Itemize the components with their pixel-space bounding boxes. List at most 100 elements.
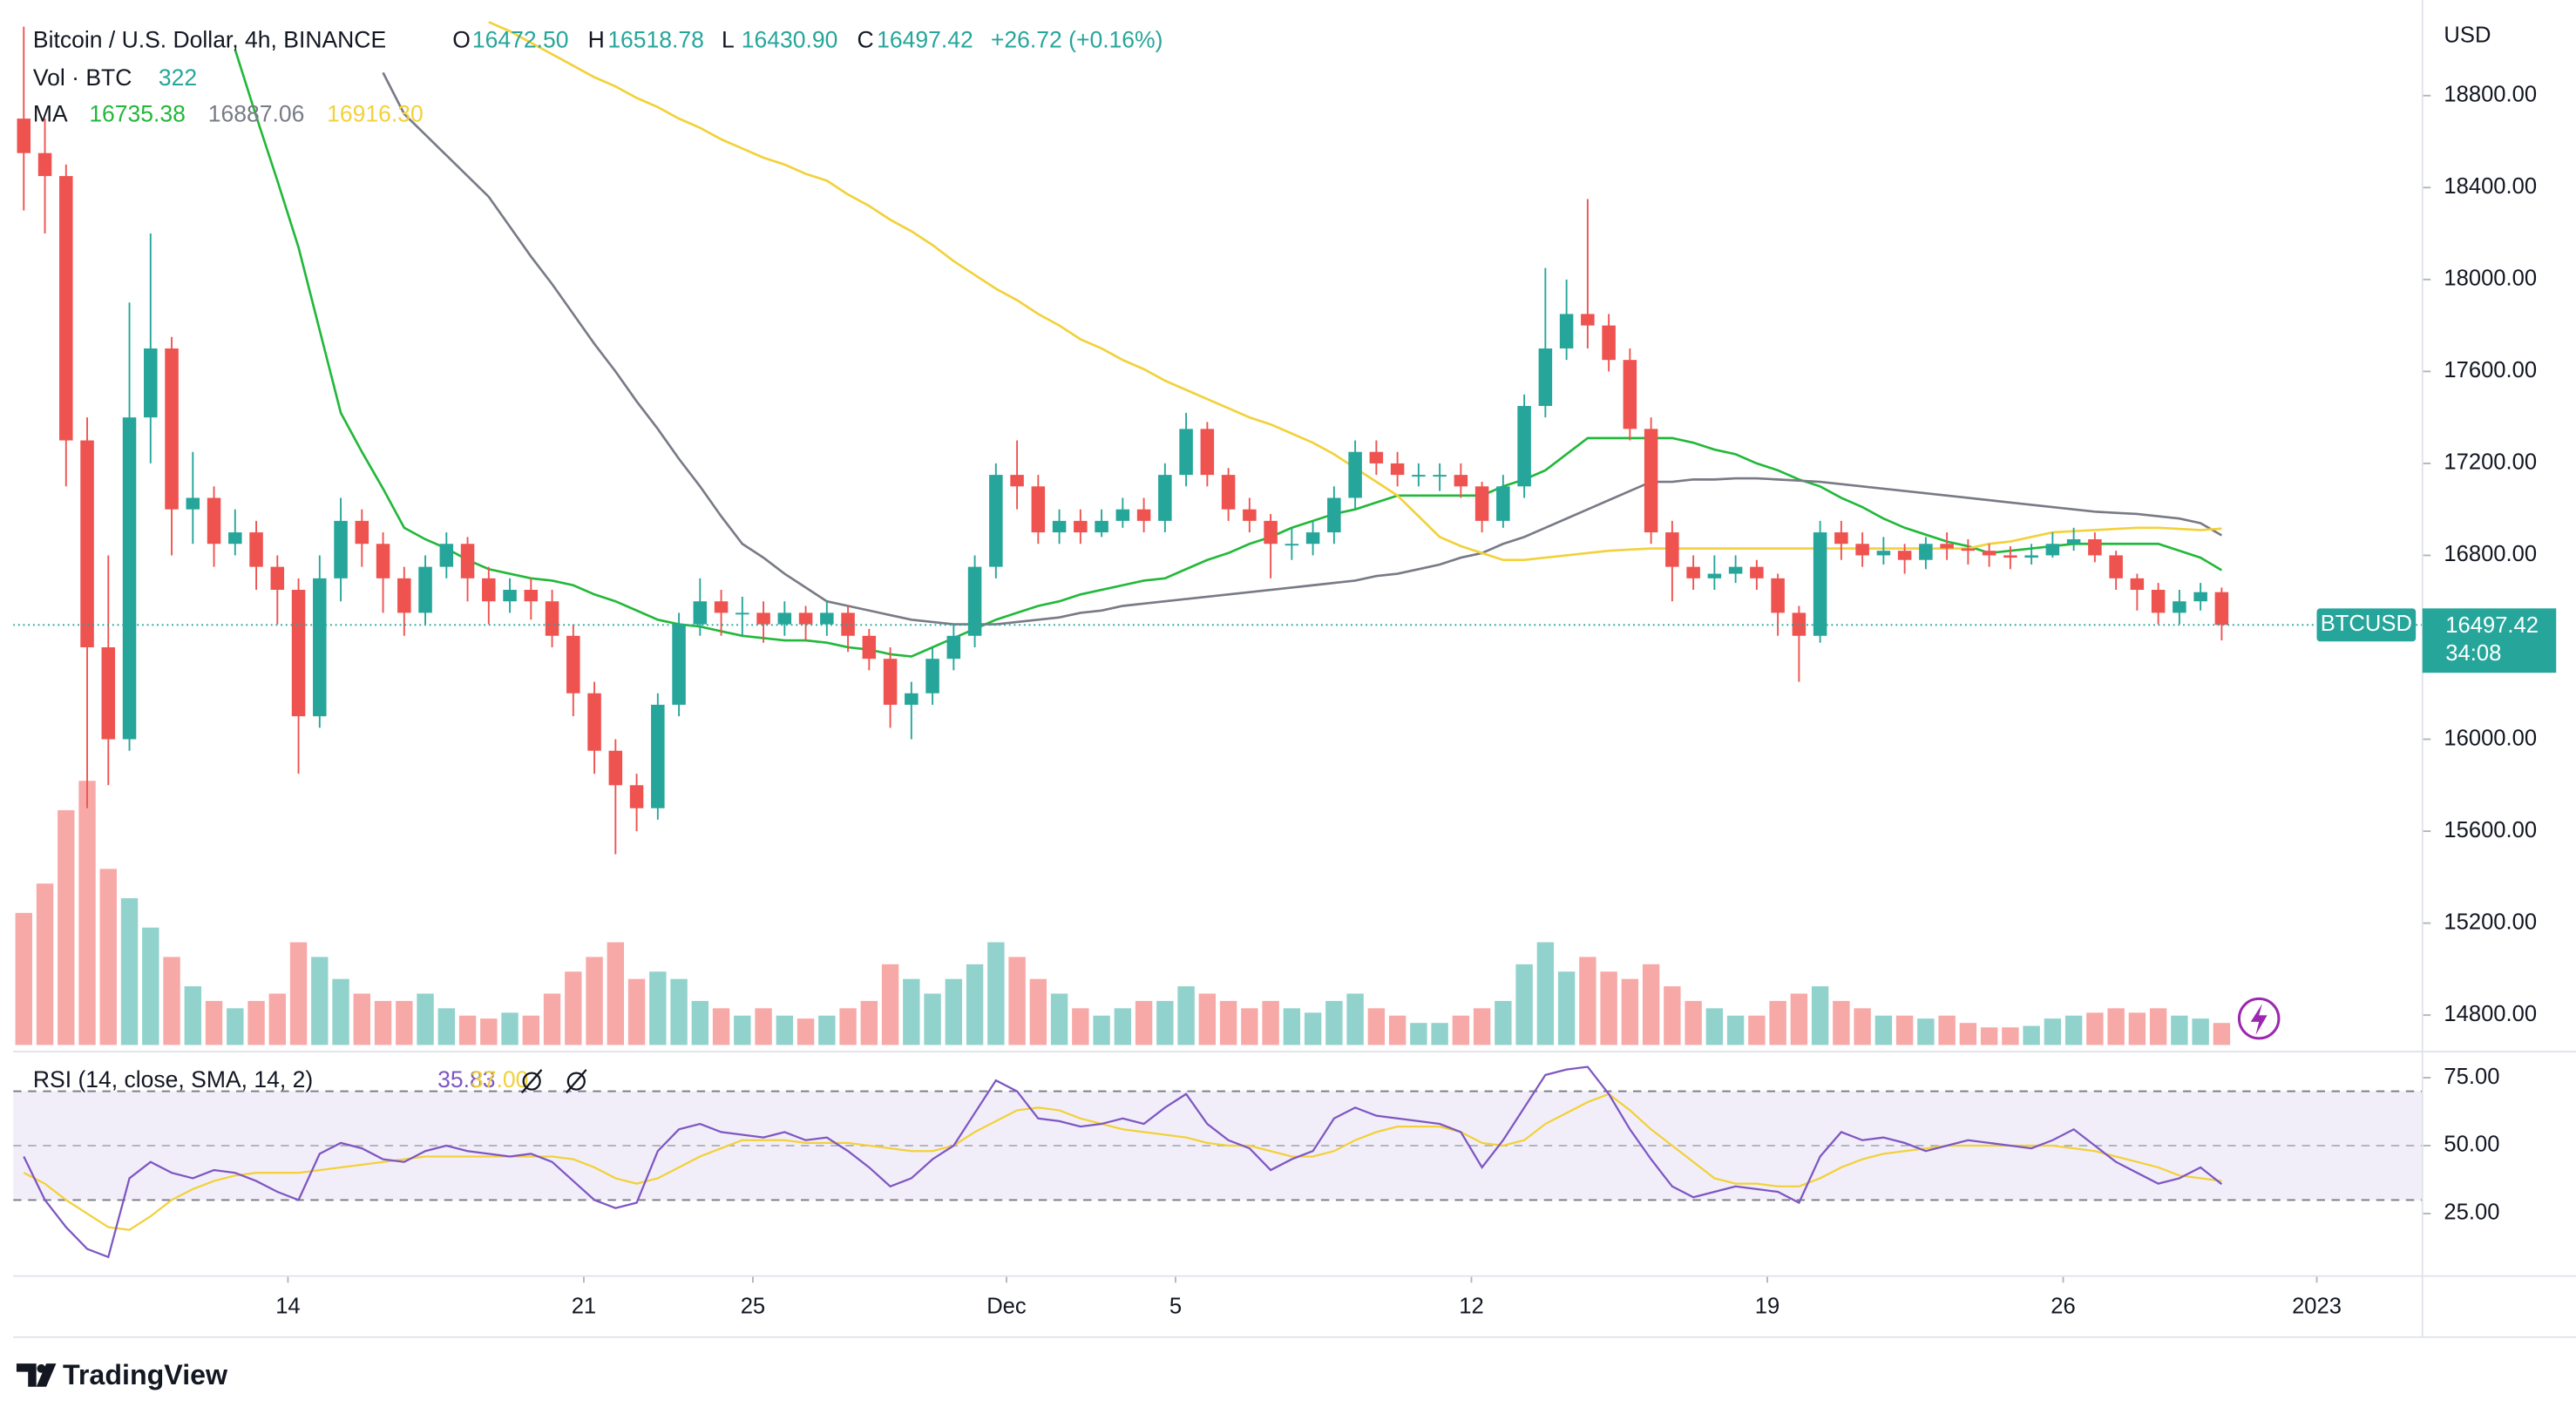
candle-body xyxy=(37,152,52,177)
volume-bar xyxy=(268,993,286,1045)
candle-body xyxy=(1919,544,1933,560)
candle-body xyxy=(1961,548,1976,551)
candle-body xyxy=(2214,592,2229,626)
volume-value: 322 xyxy=(159,64,197,91)
candle-body xyxy=(1243,509,1257,521)
volume-bar xyxy=(1600,971,1617,1045)
y-tick-label: 17600.00 xyxy=(2444,358,2537,382)
candle-body xyxy=(1834,532,1848,545)
volume-bar xyxy=(860,1000,878,1045)
volume-bar xyxy=(1621,978,1639,1045)
volume-bar xyxy=(417,993,434,1045)
candle-body xyxy=(1474,486,1489,521)
volume-bar xyxy=(2002,1027,2019,1045)
candle-body xyxy=(2193,592,2207,602)
volume-bar xyxy=(205,1000,223,1045)
candle-body xyxy=(207,497,221,545)
y-tick-label: 15200.00 xyxy=(2444,910,2537,934)
candle-body xyxy=(1221,475,1236,510)
candle-body xyxy=(1876,551,1891,556)
x-tick-label: 25 xyxy=(741,1294,765,1318)
candle-body xyxy=(1792,612,1807,636)
symbol-title: Bitcoin / U.S. Dollar, 4h, BINANCE xyxy=(33,26,386,52)
candle-body xyxy=(629,785,644,808)
ma-value: 16735.38 xyxy=(89,101,186,127)
candle-body xyxy=(397,578,411,613)
volume-bar xyxy=(1029,978,1047,1045)
volume-bar xyxy=(1579,957,1596,1045)
price-tag-countdown: 34:08 xyxy=(2445,641,2501,666)
volume-bar xyxy=(1854,1008,1871,1045)
candle-body xyxy=(566,635,580,693)
rsi-label: RSI (14, close, SMA, 14, 2) xyxy=(33,1066,313,1092)
volume-bar xyxy=(881,964,899,1045)
candle-body xyxy=(1327,497,1341,533)
candle-body xyxy=(1559,314,1574,348)
candle-body xyxy=(80,440,94,647)
volume-bar xyxy=(15,912,32,1045)
volume-bar xyxy=(1283,1008,1301,1045)
candle-body xyxy=(1074,520,1088,533)
candle-body xyxy=(503,590,517,602)
volume-bar xyxy=(1388,1015,1407,1045)
candle-body xyxy=(1010,475,1024,487)
ohlc-value: 16497.42 xyxy=(877,26,973,52)
candle-body xyxy=(1623,360,1637,430)
volume-bar xyxy=(2171,1015,2188,1045)
candle-body xyxy=(1750,566,1764,578)
ohlc-value: 16430.90 xyxy=(742,26,838,52)
ma-value: 16887.06 xyxy=(208,101,305,127)
volume-bar xyxy=(818,1015,836,1045)
y-tick-label: 14800.00 xyxy=(2444,1002,2537,1026)
volume-bar xyxy=(1536,942,1555,1045)
brand-logo[interactable]: TradingView xyxy=(16,1359,228,1390)
candle-body xyxy=(122,417,137,740)
axis-layer: 14800.0015200.0015600.0016000.0016400.00… xyxy=(275,82,2537,1318)
volume-bar xyxy=(1938,1015,1956,1045)
candle-body xyxy=(2045,544,2060,556)
candle-body xyxy=(17,118,31,153)
alert-icon[interactable] xyxy=(2237,997,2281,1040)
volume-bar xyxy=(437,1008,456,1045)
volume-bar xyxy=(2023,1025,2040,1045)
candle-body xyxy=(862,635,877,660)
volume-bar xyxy=(1325,1000,1343,1045)
volume-bar xyxy=(1959,1023,1977,1045)
candle-body xyxy=(2151,590,2166,613)
volume-bar xyxy=(1705,1008,1724,1045)
candle-body xyxy=(1454,475,1468,487)
volume-bar xyxy=(607,942,625,1045)
volume-bar xyxy=(1811,986,1829,1045)
volume-bar xyxy=(1557,971,1576,1045)
candle-body xyxy=(736,612,749,615)
candle-body xyxy=(270,566,285,591)
candle-body xyxy=(1897,551,1912,560)
volume-bar xyxy=(1219,1000,1237,1045)
candle-body xyxy=(1644,429,1658,533)
volume-bar xyxy=(1241,1008,1258,1045)
x-tick-label: 19 xyxy=(1755,1294,1779,1318)
candle-body xyxy=(1285,544,1299,546)
volume-bar xyxy=(2149,1008,2167,1045)
candle-body xyxy=(651,704,665,808)
moving-average xyxy=(382,71,2223,626)
volume-bar xyxy=(374,1000,392,1045)
volume-bar xyxy=(712,1008,730,1045)
volume-bar xyxy=(627,978,646,1045)
candle-body xyxy=(439,544,454,567)
volume-bar xyxy=(227,1008,244,1045)
candle-body xyxy=(989,475,1003,567)
volume-bar xyxy=(1917,1018,1935,1045)
price-pane xyxy=(13,21,2423,1045)
volume-bar xyxy=(2107,1008,2125,1045)
candle-body xyxy=(2003,555,2017,558)
volume-bar xyxy=(586,957,603,1045)
brand-name[interactable]: TradingView xyxy=(63,1359,228,1390)
y-tick-label: 18400.00 xyxy=(2444,174,2537,199)
candle-body xyxy=(1517,405,1531,487)
candle-body xyxy=(1433,475,1447,477)
candle-body xyxy=(545,601,559,636)
candle-body xyxy=(693,601,708,625)
volume-bar xyxy=(987,942,1005,1045)
